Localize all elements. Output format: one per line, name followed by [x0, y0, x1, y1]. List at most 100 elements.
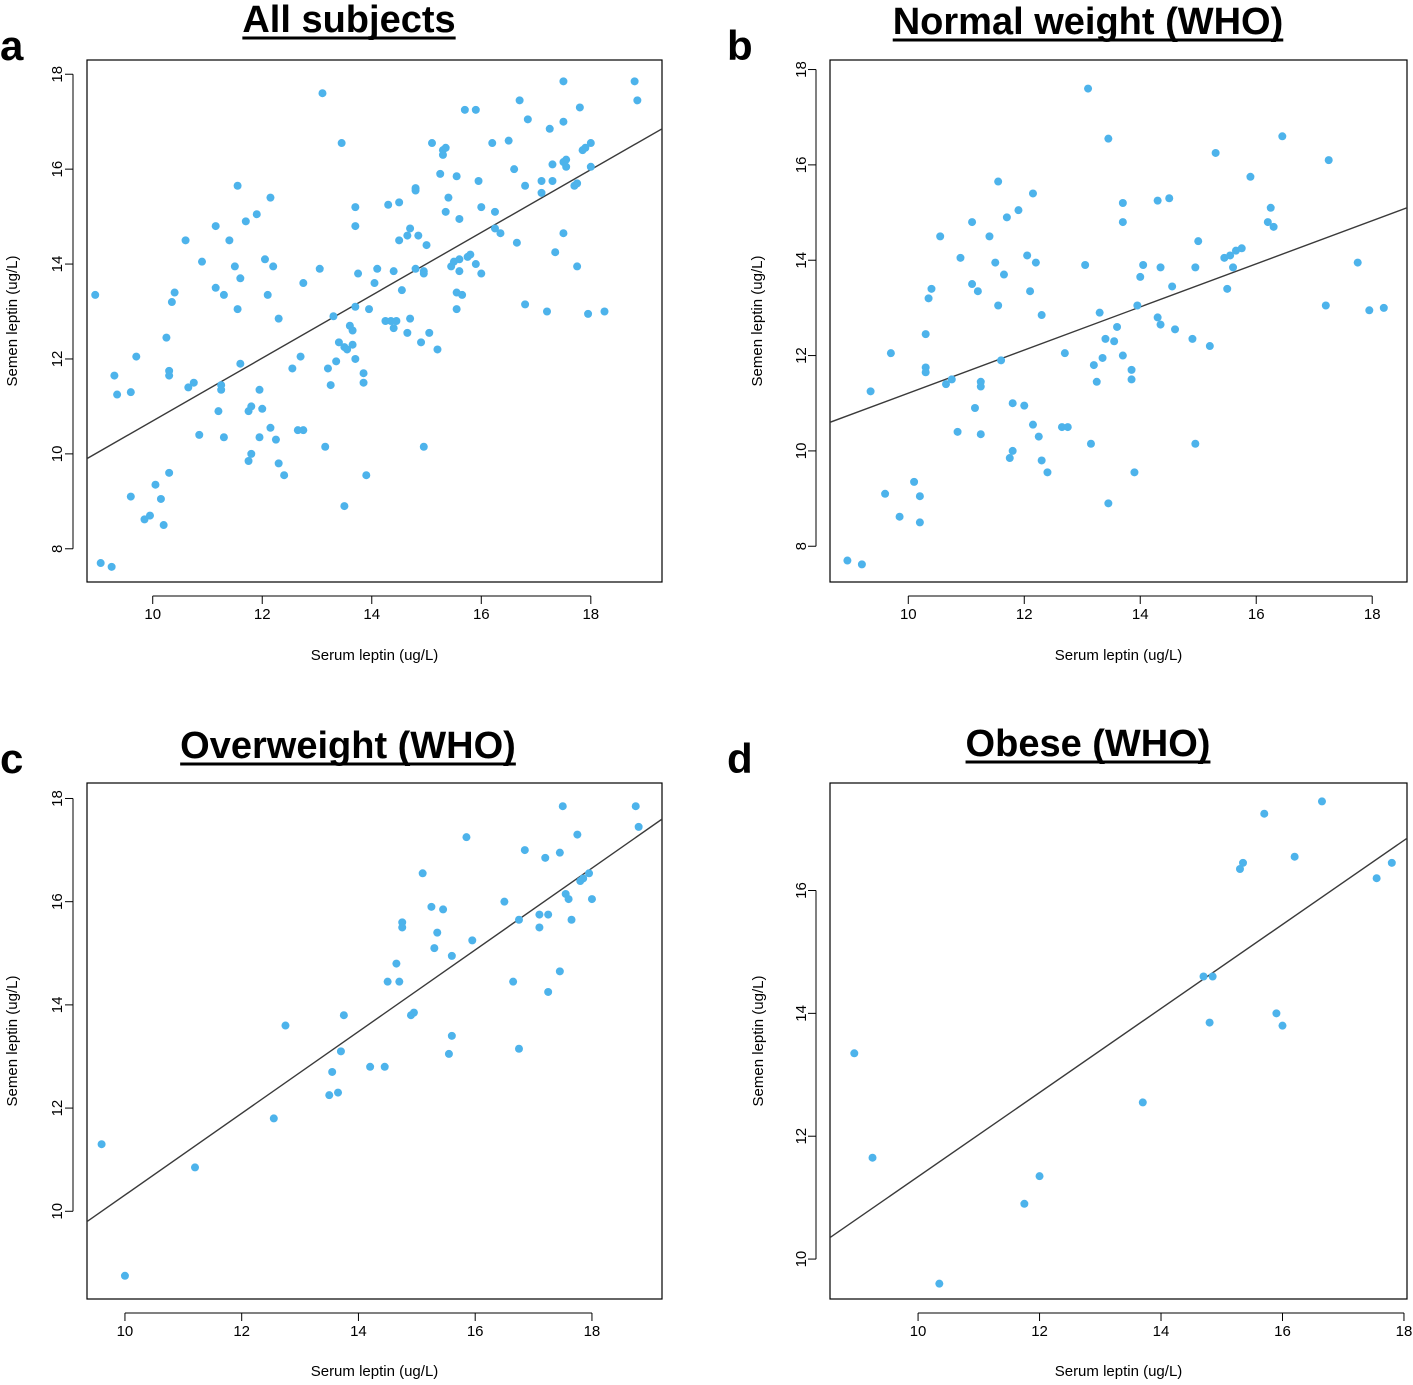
data-point: [126, 388, 135, 397]
data-point: [370, 279, 379, 288]
data-point: [97, 1140, 106, 1149]
data-point: [509, 977, 518, 986]
data-point: [496, 229, 505, 238]
x-tick-label: 14: [1153, 1323, 1170, 1340]
data-point: [323, 364, 332, 373]
data-point: [543, 307, 551, 316]
data-point: [575, 103, 584, 112]
data-point: [1321, 301, 1330, 310]
data-point: [156, 494, 165, 503]
data-point: [1266, 203, 1275, 212]
data-point: [1138, 1098, 1147, 1107]
data-point: [1113, 322, 1122, 331]
data-point: [325, 1091, 334, 1100]
chart-title: Normal weight (WHO): [893, 1, 1284, 43]
x-tick-label: 18: [1364, 606, 1381, 623]
data-point: [857, 560, 866, 569]
data-point: [332, 357, 341, 366]
data-point: [585, 869, 594, 878]
data-point: [351, 354, 360, 363]
data-point: [1098, 353, 1107, 362]
data-point: [548, 160, 557, 169]
data-point: [1104, 499, 1113, 508]
data-point: [455, 255, 464, 264]
data-point: [1246, 172, 1255, 181]
plot-content: [830, 84, 1407, 569]
panel-letter: d: [727, 735, 753, 782]
data-point: [380, 1062, 389, 1071]
x-axis-title: Serum leptin (ug/L): [311, 647, 439, 664]
regression-line: [830, 207, 1407, 423]
data-point: [559, 77, 568, 86]
panel-a: a All subjects 10 12 14 16 18 8 10 12 14 16 18 Serum …: [0, 0, 663, 664]
data-point: [558, 802, 567, 811]
data-point: [573, 830, 582, 839]
data-point: [1211, 148, 1220, 157]
data-point: [587, 895, 596, 904]
y-tick-label: 16: [793, 882, 810, 899]
data-point: [211, 283, 220, 292]
data-point: [433, 345, 442, 354]
plot-area: [829, 782, 1408, 1300]
data-point: [351, 203, 360, 212]
data-point: [336, 1047, 345, 1056]
data-point: [428, 139, 436, 148]
data-point: [395, 977, 404, 986]
panel-d: d Obese (WHO) 10 12 14 16 18 10 12 14 16 Serum lept…: [727, 723, 1412, 1380]
data-point: [1239, 858, 1248, 867]
data-point: [280, 471, 289, 480]
x-tick-label: 18: [1396, 1323, 1413, 1340]
data-point: [444, 193, 453, 202]
data-point: [427, 902, 436, 911]
data-point: [562, 155, 571, 164]
x-tick-label: 12: [233, 1323, 250, 1340]
data-point: [976, 430, 985, 439]
data-point: [334, 338, 343, 347]
data-point: [515, 96, 524, 105]
data-point: [1168, 282, 1177, 291]
data-point: [985, 232, 994, 241]
data-point: [441, 207, 450, 216]
x-tick-label: 16: [1248, 606, 1265, 623]
data-point: [339, 1011, 348, 1020]
data-point: [241, 217, 250, 226]
plot-area: [86, 782, 663, 1300]
data-point: [1057, 423, 1066, 432]
data-point: [866, 387, 875, 396]
x-tick-label: 16: [1274, 1323, 1291, 1340]
data-point: [633, 96, 642, 105]
data-point: [181, 236, 190, 245]
data-point: [1118, 199, 1127, 208]
data-point: [510, 165, 519, 174]
data-point: [1226, 251, 1235, 260]
y-tick-label: 8: [793, 542, 810, 550]
y-tick-label: 16: [793, 157, 810, 174]
data-point: [354, 269, 363, 278]
data-point: [386, 317, 395, 325]
data-point: [544, 910, 553, 919]
data-point: [521, 300, 530, 309]
x-tick-label: 18: [584, 1323, 601, 1340]
panel-letter: a: [0, 22, 24, 69]
data-point: [189, 378, 198, 387]
data-point: [1086, 439, 1095, 448]
x-tick-label: 12: [1016, 606, 1033, 623]
data-point: [921, 368, 930, 377]
data-point: [466, 250, 475, 259]
data-point: [1005, 454, 1014, 463]
data-point: [219, 290, 228, 299]
data-point: [1127, 375, 1136, 384]
y-axis-title: Semen leptin (ug/L): [750, 976, 767, 1107]
data-point: [266, 193, 275, 202]
data-point: [328, 1067, 337, 1076]
data-point: [113, 390, 122, 399]
data-point: [381, 317, 390, 325]
y-tick-label: 12: [49, 351, 66, 368]
data-point: [411, 184, 420, 193]
data-point: [274, 459, 283, 468]
data-point: [337, 139, 346, 148]
data-point: [1208, 972, 1217, 981]
data-point: [559, 117, 568, 126]
data-point: [299, 279, 308, 288]
data-point: [296, 352, 305, 361]
